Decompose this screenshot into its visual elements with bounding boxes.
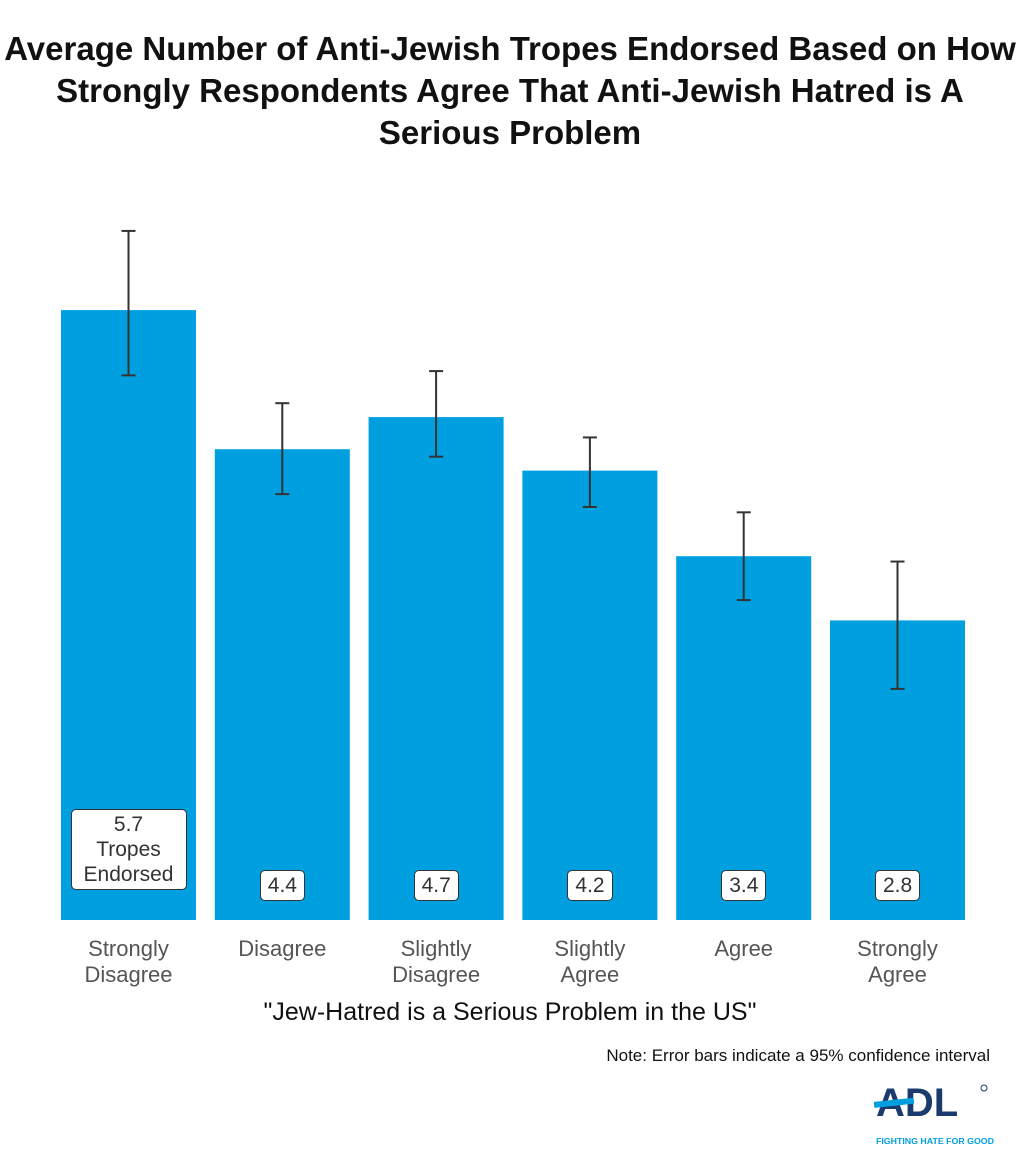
x-tick-label: Slightly Agree [554,936,626,987]
value-label: 2.8 [875,870,921,901]
value-text: 3.4 [729,874,759,897]
error-bar [736,511,751,602]
logo-tagline: FIGHTING HATE FOR GOOD [876,1137,994,1146]
bar [676,556,812,920]
x-axis-label: "Jew-Hatred is a Serious Problem in the … [263,998,757,1026]
bar [214,449,350,920]
value-text: 2.8 [883,874,913,897]
error-bar [121,229,136,377]
bar [368,417,504,920]
adl-logo: ADL FIGHTING HATE FOR GOOD [873,1081,994,1146]
registered-mark-icon [980,1084,988,1092]
note: Note: Error bars indicate a 95% confiden… [606,1046,990,1065]
value-label: 4.4 [259,870,305,901]
chart-title: Average Number of Anti-Jewish Tropes End… [4,30,1016,151]
value-label: 4.7 [413,870,459,901]
error-bar [275,402,290,496]
x-tick-label: Strongly Disagree [84,936,173,987]
error-bar [890,560,905,690]
value-suffix: Tropes Endorsed [83,838,174,886]
x-tick-label: Disagree [238,936,327,961]
value-text: 5.7 [113,813,144,836]
value-text: 4.2 [575,874,605,897]
value-text: 4.4 [267,874,297,897]
x-tick-label: Slightly Disagree [392,936,481,987]
bar [522,470,658,920]
x-tick-label: Strongly Agree [857,936,938,987]
error-bar [582,436,597,508]
x-tick-label: Agree [714,936,774,961]
value-label: 5.7 Tropes Endorsed [70,809,187,890]
value-text: 4.7 [421,874,451,897]
value-label: 3.4 [721,870,767,901]
error-bar [429,370,444,458]
value-label: 4.2 [567,870,613,901]
